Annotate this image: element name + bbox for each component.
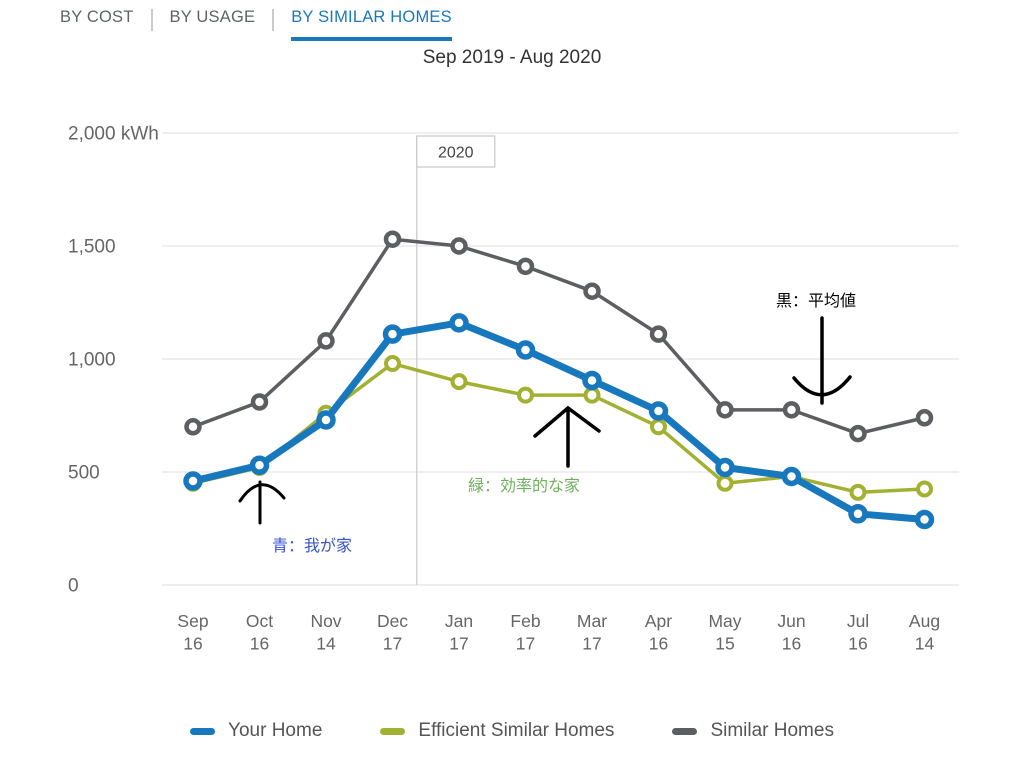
data-point-similar-homes[interactable] <box>583 282 601 300</box>
x-axis-label: Nov 14 <box>310 611 341 654</box>
x-axis-label: May 15 <box>708 611 741 654</box>
annotation-arrow-up-efficient-icon <box>533 405 601 468</box>
x-axis-label: Jan 17 <box>445 611 473 654</box>
efficient-similar-homes-swatch-icon <box>380 727 406 735</box>
annotation-arrow-up-your-home-icon <box>238 480 286 525</box>
y-axis-label: 2,000 kWh <box>68 124 159 145</box>
similar-homes-swatch-icon <box>672 727 698 735</box>
data-point-your-home[interactable] <box>449 313 469 333</box>
data-point-your-home[interactable] <box>183 471 203 491</box>
data-point-your-home[interactable] <box>848 504 868 524</box>
x-axis-label: Feb 17 <box>510 611 540 654</box>
data-point-similar-homes[interactable] <box>782 401 801 419</box>
year-label-box <box>416 135 496 168</box>
data-point-similar-homes[interactable] <box>184 418 202 436</box>
annotation-your-home: 青：我が家 <box>272 538 353 555</box>
annotation-similar-homes: 黒：平均値 <box>776 293 857 310</box>
tab-by-similar-homes[interactable]: BY SIMILAR HOMES <box>291 8 452 41</box>
tab-separator <box>150 9 153 31</box>
data-point-similar-homes[interactable] <box>516 257 535 276</box>
data-point-your-home[interactable] <box>515 340 536 360</box>
tab-by-usage[interactable]: BY USAGE <box>169 8 256 26</box>
legend-label: Your Home <box>228 720 323 741</box>
annotation-arrow-down-average-icon <box>792 316 852 405</box>
x-axis-label: Apr 16 <box>645 611 672 654</box>
data-point-efficient-similar-homes[interactable] <box>450 373 468 391</box>
data-point-similar-homes[interactable] <box>716 401 734 419</box>
data-point-your-home[interactable] <box>781 466 802 487</box>
series-line-similar-homes <box>192 237 925 436</box>
x-axis-label: Oct 16 <box>246 611 273 654</box>
y-axis-label: 0 <box>68 576 79 597</box>
data-point-efficient-similar-homes[interactable] <box>517 386 534 404</box>
legend-item-efficient-similar-homes[interactable]: Efficient Similar Homes <box>380 720 614 742</box>
data-point-similar-homes[interactable] <box>849 424 867 443</box>
annotation-efficient-homes: 緑：効率的な家 <box>468 478 581 495</box>
legend-label: Efficient Similar Homes <box>418 720 615 741</box>
data-point-your-home[interactable] <box>382 324 403 344</box>
data-point-similar-homes[interactable] <box>649 325 668 343</box>
data-point-your-home[interactable] <box>914 509 935 530</box>
y-axis-label: 1,500 <box>68 237 116 258</box>
data-point-efficient-similar-homes[interactable] <box>916 480 933 498</box>
data-point-efficient-similar-homes[interactable] <box>583 386 601 404</box>
tab-separator <box>272 9 275 31</box>
data-point-similar-homes[interactable] <box>450 237 468 255</box>
x-axis-label: Sep 16 <box>177 611 208 654</box>
data-point-your-home[interactable] <box>249 455 270 475</box>
data-point-your-home[interactable] <box>316 410 336 430</box>
data-point-your-home[interactable] <box>648 401 669 421</box>
x-axis-label: Aug 14 <box>909 611 940 654</box>
year-label: 2020 <box>438 145 474 162</box>
data-point-efficient-similar-homes[interactable] <box>650 418 667 436</box>
x-axis-label: Jun 16 <box>777 611 805 654</box>
tab-by-cost[interactable]: BY COST <box>60 8 134 26</box>
data-point-similar-homes[interactable] <box>317 332 335 350</box>
series-line-your-home <box>192 319 925 523</box>
chart-tabs: BY COST BY USAGE BY SIMILAR HOMES <box>60 8 452 41</box>
x-axis-label: Mar 17 <box>577 611 607 654</box>
your-home-swatch-icon <box>190 727 216 735</box>
data-point-your-home[interactable] <box>715 457 735 478</box>
chart-legend: Your Home Efficient Similar Homes Simila… <box>0 720 1024 742</box>
y-axis-label: 1,000 <box>68 350 116 371</box>
data-point-similar-homes[interactable] <box>915 409 934 427</box>
data-point-efficient-similar-homes[interactable] <box>849 483 867 501</box>
legend-label: Similar Homes <box>710 720 834 741</box>
data-point-similar-homes[interactable] <box>250 393 269 411</box>
chart-title: Sep 2019 - Aug 2020 <box>422 47 602 68</box>
x-axis-label: Dec 17 <box>377 611 408 654</box>
data-point-your-home[interactable] <box>582 370 602 391</box>
data-point-efficient-similar-homes[interactable] <box>716 474 734 492</box>
legend-item-similar-homes[interactable]: Similar Homes <box>672 720 834 742</box>
data-point-similar-homes[interactable] <box>383 230 402 248</box>
y-axis-label: 500 <box>68 463 100 484</box>
x-axis-label: Jul 16 <box>847 611 869 654</box>
legend-item-your-home[interactable]: Your Home <box>190 720 322 742</box>
data-point-efficient-similar-homes[interactable] <box>384 355 401 373</box>
